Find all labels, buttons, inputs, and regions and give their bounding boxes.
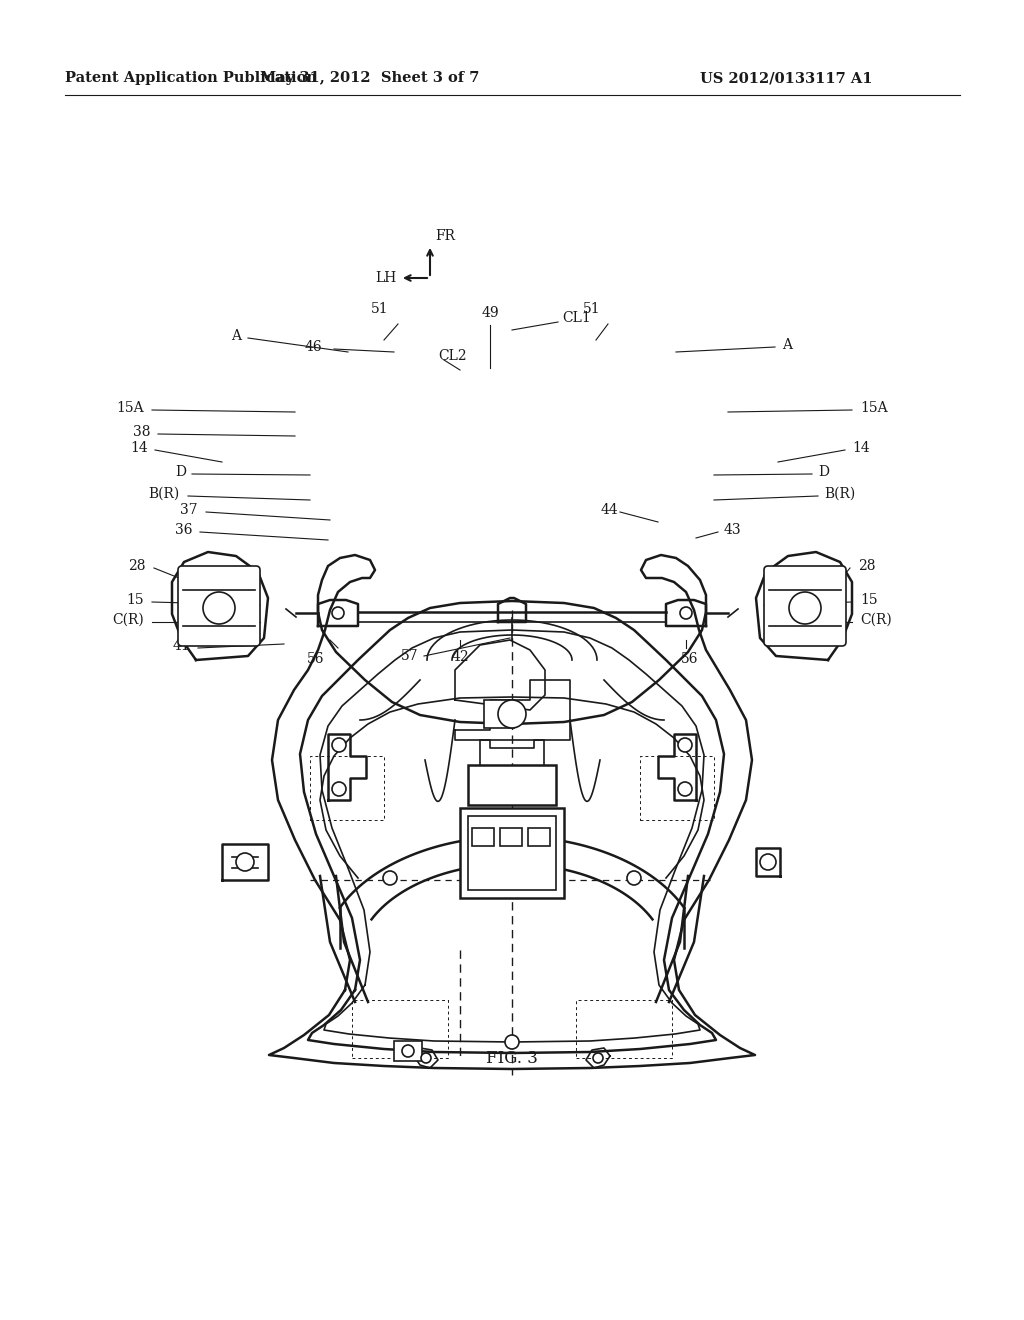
Text: 15A: 15A [860,401,888,414]
Text: 56: 56 [681,652,698,667]
Text: 28: 28 [858,558,876,573]
Text: 15: 15 [860,593,878,607]
FancyBboxPatch shape [178,566,260,645]
Text: 37: 37 [180,503,198,517]
Text: 41: 41 [172,639,190,653]
FancyBboxPatch shape [468,816,556,890]
Text: LH: LH [376,271,397,285]
Circle shape [203,591,234,624]
Text: Patent Application Publication: Patent Application Publication [65,71,317,84]
Text: D: D [818,465,829,479]
Text: 38: 38 [132,425,150,440]
Circle shape [505,1035,519,1049]
Circle shape [402,1045,414,1057]
Circle shape [678,781,692,796]
Text: 51: 51 [371,302,389,315]
Text: US 2012/0133117 A1: US 2012/0133117 A1 [700,71,872,84]
Circle shape [332,738,346,752]
Text: 56: 56 [307,652,325,667]
Circle shape [421,1053,431,1063]
FancyBboxPatch shape [764,566,846,645]
FancyBboxPatch shape [500,828,522,846]
Text: May 31, 2012  Sheet 3 of 7: May 31, 2012 Sheet 3 of 7 [260,71,479,84]
Circle shape [332,607,344,619]
Text: CL2: CL2 [438,348,467,363]
Text: 36: 36 [174,523,193,537]
Circle shape [236,853,254,871]
Text: 51: 51 [584,302,601,315]
Text: 28: 28 [128,558,146,573]
Circle shape [332,781,346,796]
FancyBboxPatch shape [460,808,564,898]
Text: 46: 46 [304,341,322,354]
Text: 42: 42 [452,649,469,664]
Text: B(R): B(R) [824,487,855,502]
Text: 14: 14 [852,441,869,455]
Text: A: A [782,338,792,352]
Circle shape [593,1053,603,1063]
Circle shape [760,854,776,870]
Circle shape [627,871,641,884]
Text: 49: 49 [481,306,499,319]
Text: B(R): B(R) [148,487,180,502]
Text: 15A: 15A [117,401,144,414]
Text: FIG. 3: FIG. 3 [486,1049,538,1067]
FancyBboxPatch shape [528,828,550,846]
Circle shape [678,738,692,752]
Text: 14: 14 [130,441,148,455]
Circle shape [383,871,397,884]
Text: 57: 57 [400,649,418,663]
Text: D: D [175,465,186,479]
Circle shape [498,700,526,729]
FancyBboxPatch shape [394,1041,422,1061]
Text: 43: 43 [724,523,741,537]
Text: A: A [231,329,241,343]
Text: 15: 15 [126,593,144,607]
Circle shape [790,591,821,624]
Text: 44: 44 [600,503,618,517]
Text: CL1: CL1 [562,312,591,325]
FancyBboxPatch shape [484,700,514,729]
Text: FR: FR [435,228,455,243]
FancyBboxPatch shape [468,766,556,805]
Circle shape [680,607,692,619]
FancyBboxPatch shape [472,828,494,846]
Text: C(R): C(R) [860,612,892,627]
Text: C(R): C(R) [113,612,144,627]
